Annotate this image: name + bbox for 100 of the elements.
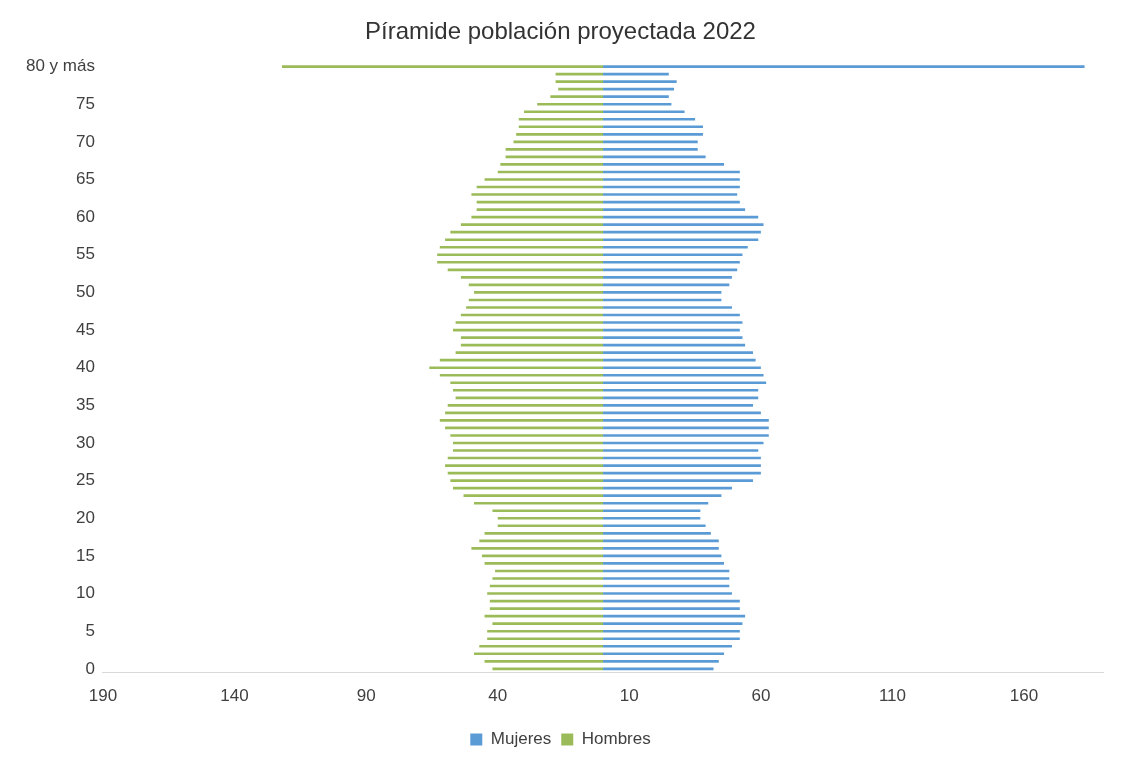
y-tick-label: 25 [76, 470, 95, 490]
x-tick-label: 110 [878, 686, 907, 706]
bar [602, 321, 743, 324]
y-tick-label: 0 [85, 658, 95, 678]
bar [474, 291, 603, 294]
y-tick-label: 5 [85, 620, 95, 640]
bar [447, 404, 603, 407]
y-tick-label: 60 [76, 206, 95, 226]
x-tick-label: 90 [356, 686, 376, 706]
bar [497, 524, 603, 528]
bar [487, 629, 603, 633]
bar [439, 419, 603, 422]
bar [602, 509, 701, 513]
bar [602, 644, 732, 648]
bar [484, 178, 603, 181]
bar [497, 516, 603, 520]
legend-label: Hombres [581, 729, 651, 749]
bar [455, 321, 603, 324]
bar [602, 629, 740, 633]
bar [602, 102, 672, 106]
bar [487, 637, 603, 641]
bar [602, 306, 732, 309]
bar [450, 434, 603, 437]
bar [602, 373, 764, 377]
bar [602, 117, 696, 121]
x-tick-label: 60 [751, 686, 771, 706]
bar [460, 276, 603, 279]
bar [602, 494, 722, 497]
bar [602, 366, 761, 370]
bar [602, 336, 743, 339]
bar [602, 404, 753, 407]
x-tick-label: 10 [619, 686, 639, 706]
y-tick-label: 65 [76, 169, 95, 189]
bar [445, 238, 603, 242]
y-tick-label: 30 [76, 432, 95, 452]
x-tick-label: 140 [220, 686, 249, 706]
bar [437, 253, 603, 257]
bar [452, 388, 603, 392]
bar [518, 125, 603, 129]
bar [471, 193, 603, 196]
bar [460, 336, 603, 339]
bar [439, 245, 603, 249]
bar [492, 509, 603, 513]
bar [602, 381, 767, 385]
bar [450, 479, 603, 482]
y-tick-label: 10 [76, 583, 95, 603]
bar [602, 524, 706, 528]
bar [602, 607, 740, 610]
bar [602, 223, 764, 226]
bar [455, 396, 603, 400]
bar [602, 516, 701, 520]
bar [602, 622, 743, 625]
bar [518, 117, 603, 121]
y-tick-label: 70 [76, 131, 95, 151]
bar [602, 80, 677, 83]
bar [537, 102, 603, 106]
x-tick-label: 40 [488, 686, 508, 706]
bar [602, 577, 730, 580]
y-tick-label: 40 [76, 357, 95, 377]
bar [489, 607, 603, 610]
bar [602, 95, 669, 98]
bar [602, 659, 719, 663]
bar [437, 260, 603, 264]
bar [450, 230, 603, 234]
bar [474, 652, 603, 656]
bar [500, 163, 603, 166]
bar [550, 95, 603, 98]
y-tick-label: 50 [76, 282, 95, 302]
bar [555, 80, 603, 83]
legend-label: Mujeres [490, 729, 552, 749]
bar [602, 230, 761, 234]
x-tick-label: 160 [1009, 686, 1039, 706]
bar [524, 110, 603, 114]
bar [460, 223, 603, 226]
y-tick-label: 35 [76, 395, 95, 415]
bar [452, 449, 603, 452]
bar [492, 577, 603, 580]
bar [471, 547, 603, 550]
bar [516, 133, 603, 136]
bar [602, 110, 685, 114]
bar [484, 659, 603, 663]
x-tick-label: 190 [88, 686, 118, 706]
bar [602, 547, 719, 550]
bar [429, 366, 603, 370]
bar [602, 351, 753, 354]
bar [602, 396, 759, 400]
bar [602, 291, 722, 294]
bar [463, 494, 603, 497]
bar [602, 449, 759, 452]
bar [487, 592, 603, 595]
bar [484, 532, 603, 535]
y-tick-label: 20 [76, 507, 95, 527]
bar [602, 637, 740, 641]
bar [602, 133, 703, 136]
bar [602, 419, 769, 422]
bar [602, 238, 759, 242]
bar [602, 388, 759, 392]
bar [602, 125, 703, 129]
bar [281, 65, 603, 68]
bar [602, 148, 698, 151]
